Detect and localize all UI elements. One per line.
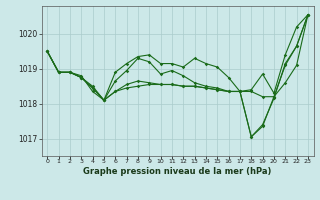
X-axis label: Graphe pression niveau de la mer (hPa): Graphe pression niveau de la mer (hPa) xyxy=(84,167,272,176)
